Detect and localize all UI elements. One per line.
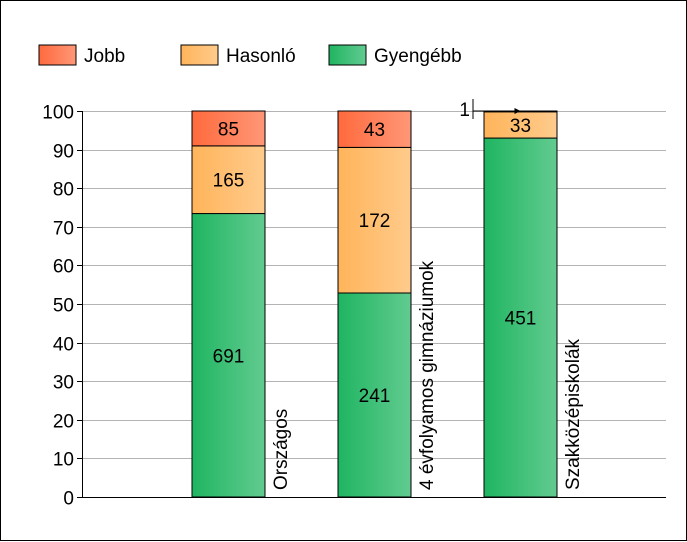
data-label-4-evfolyamos-gimnaziumok-jobb: 43: [364, 120, 385, 141]
y-tick-label-50: 50: [53, 296, 74, 317]
bar-orszagos-jobb: [191, 110, 266, 147]
category-label-4-evfolyamos-gimnaziumok: 4 évfolyamos gimnáziumok: [417, 260, 438, 490]
y-tick-label-90: 90: [53, 142, 74, 163]
bar-stack-orszagos: 691 165 85: [191, 110, 266, 498]
bar-4-evfolyamos-gimnaziumok-gyengebb: [337, 292, 412, 498]
axes: 0 10 20 30 40 50 60 70 80 90 100: [42, 103, 666, 510]
data-label-szakkozepiskolak-hasonlo: 33: [510, 116, 531, 137]
data-label-4-evfolyamos-gimnaziumok-hasonlo: 172: [359, 211, 391, 232]
category-label-orszagos: Országos: [271, 409, 292, 490]
bar-4-evfolyamos-gimnaziumok-jobb: [337, 110, 412, 148]
leader-arrow-szakkozepiskolak-jobb: [514, 108, 521, 114]
y-tick-label-10: 10: [53, 450, 74, 471]
y-tick-label-80: 80: [53, 180, 74, 201]
y-tick-label-60: 60: [53, 257, 74, 278]
data-label-szakkozepiskolak-gyengebb: 451: [505, 309, 537, 330]
legend-swatch-jobb: [38, 44, 77, 66]
y-tick-label-20: 20: [53, 412, 74, 433]
legend: Jobb Hasonló Gyengébb: [38, 44, 462, 67]
bar-stack-szakkozepiskolak: 451 33 1: [459, 99, 558, 498]
bar-4-evfolyamos-gimnaziumok-hasonlo: [337, 146, 412, 294]
y-tick-label-100: 100: [42, 103, 74, 124]
y-tick-label-30: 30: [53, 373, 74, 394]
data-label-orszagos-hasonlo: 165: [213, 171, 245, 192]
category-labels: Országos 4 évfolyamos gimnáziumok Szakközé…: [271, 260, 584, 490]
data-label-orszagos-jobb: 85: [218, 119, 239, 140]
category-label-szakkozepiskolak: Szakközépiskolák: [563, 338, 584, 490]
legend-swatch-hasonlo: [180, 44, 219, 66]
legend-label-gyengebb: Gyengébb: [374, 46, 462, 67]
data-label-orszagos-gyengebb: 691: [213, 346, 245, 367]
y-tick-label-70: 70: [53, 219, 74, 240]
data-label-4-evfolyamos-gimnaziumok-gyengebb: 241: [359, 386, 391, 407]
bar-stack-4-evfolyamos-gimnaziumok: 241 172 43: [337, 110, 412, 498]
legend-swatch-gyengebb: [328, 44, 367, 66]
bar-szakkozepiskolak-hasonlo: [483, 111, 558, 139]
data-label-szakkozepiskolak-jobb: 1: [459, 100, 470, 121]
legend-label-hasonlo: Hasonló: [226, 46, 296, 67]
y-tick-label-0: 0: [63, 489, 74, 510]
bars: 691 165 85 241 172 43 451 33 1: [191, 99, 558, 498]
bar-szakkozepiskolak-gyengebb: [483, 137, 558, 498]
legend-label-jobb: Jobb: [84, 46, 125, 67]
y-tick-label-40: 40: [53, 335, 74, 356]
bar-orszagos-hasonlo: [191, 145, 266, 215]
bar-orszagos-gyengebb: [191, 213, 266, 498]
